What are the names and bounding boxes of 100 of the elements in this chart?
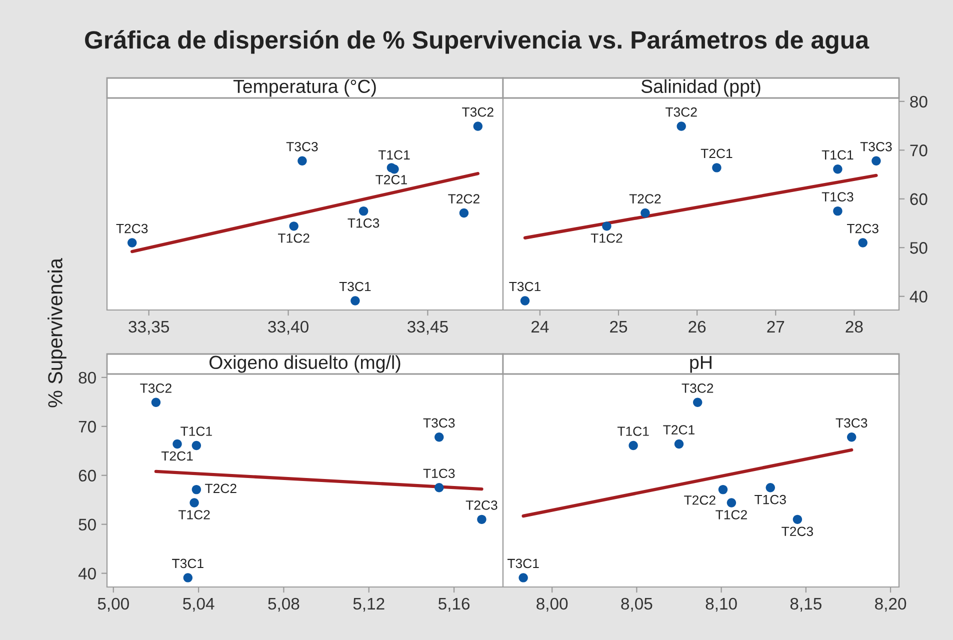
y-tick-label: 70 (910, 144, 928, 156)
x-tick-label: 33,40 (268, 320, 308, 335)
x-tick-label: 5,00 (98, 598, 129, 612)
annotation: T1C3 (423, 468, 455, 478)
annotation: T2C3 (782, 526, 814, 536)
x-tick-label: 28 (846, 320, 863, 333)
annotation: T3C1 (509, 282, 540, 292)
y-tick-label: 70 (78, 420, 96, 433)
annotation: T2C3 (116, 224, 148, 234)
annotation: T3C1 (172, 558, 204, 568)
point (298, 156, 307, 166)
point (766, 482, 775, 492)
y-tick-label: 60 (910, 193, 928, 206)
point (192, 484, 202, 494)
point (192, 440, 202, 450)
point (172, 439, 182, 449)
x-tick-label: 26 (688, 320, 706, 333)
point (289, 222, 298, 231)
x-tick-label: 33,35 (128, 320, 169, 335)
annotation: T1C2 (590, 233, 622, 243)
x-tick-label: 8,00 (536, 598, 568, 612)
chart-title: Gráfica de dispersión de % Supervivencia vs. Parámetros de agua (85, 30, 870, 54)
point (676, 122, 686, 131)
point (847, 432, 856, 442)
point (127, 238, 137, 248)
y-tick-label: 50 (78, 518, 96, 531)
y-tick-label: 80 (910, 96, 928, 108)
annotation: T2C3 (466, 500, 498, 510)
annotation: T3C3 (286, 142, 318, 152)
x-tick-label: 5,04 (183, 598, 214, 612)
annotation: T1C2 (716, 510, 747, 520)
annotation: T1C1 (617, 426, 649, 436)
x-tick-label: 33,45 (407, 320, 448, 335)
annotation: T2C1 (663, 425, 694, 434)
annotation: T2C3 (847, 224, 878, 234)
annotation: T3C1 (339, 282, 371, 292)
point (858, 238, 868, 248)
annotation: T1C1 (822, 150, 854, 160)
point (350, 296, 360, 306)
point (712, 163, 722, 172)
annotation: T3C2 (666, 107, 697, 117)
x-axis-title: Oxigeno disuelto (mg/l) (210, 355, 400, 373)
point (872, 156, 881, 166)
x-tick-label: 8,05 (621, 598, 652, 612)
annotation: T1C3 (754, 494, 786, 504)
annotation: T3C3 (860, 142, 892, 152)
y-tick-label: 40 (910, 290, 928, 303)
annotation: T2C2 (448, 194, 480, 204)
x-axis-title: Salinidad (ppt) (641, 79, 760, 97)
point (674, 439, 684, 449)
point (833, 164, 842, 174)
point (726, 498, 736, 508)
point (518, 573, 528, 582)
annotation: T2C1 (376, 174, 407, 184)
point (151, 398, 161, 408)
x-tick-label: 25 (610, 320, 628, 333)
point (628, 440, 638, 450)
point (602, 222, 612, 231)
y-tick-label: 40 (78, 568, 96, 580)
x-tick-label: 5,12 (353, 598, 384, 612)
annotation: T1C1 (180, 426, 212, 436)
annotation: T2C2 (684, 495, 716, 505)
annotation: T1C2 (178, 510, 210, 520)
y-tick-label: 80 (78, 372, 96, 384)
point (358, 206, 368, 216)
point (520, 296, 530, 306)
point (833, 206, 842, 216)
point (190, 498, 199, 508)
annotation: T1C3 (822, 192, 854, 202)
point (718, 484, 728, 494)
point (473, 122, 483, 131)
point (386, 163, 396, 172)
x-tick-label: 8,10 (706, 598, 737, 612)
point (477, 514, 486, 524)
point (459, 208, 469, 218)
annotation: T3C3 (423, 418, 455, 428)
annotation: T3C2 (462, 107, 494, 117)
point (792, 514, 802, 524)
annotation: T3C2 (140, 384, 172, 393)
x-tick-label: 27 (767, 320, 784, 332)
point (693, 398, 702, 408)
annotation: T2C1 (161, 451, 193, 461)
annotation: T1C3 (348, 218, 380, 228)
x-tick-label: 8,20 (875, 598, 906, 612)
x-axis-title: Temperatura (°C) (233, 79, 376, 97)
annotation: T3C3 (836, 418, 868, 428)
point (183, 573, 193, 582)
y-tick-label: 60 (78, 470, 96, 482)
annotation: T3C1 (507, 558, 539, 568)
x-tick-label: 5,08 (268, 598, 300, 612)
x-tick-label: 5,16 (438, 598, 470, 612)
point (434, 482, 444, 492)
point (434, 432, 444, 442)
y-tick-label: 50 (910, 242, 928, 254)
annotation: T2C1 (700, 148, 732, 158)
annotation: T3C2 (682, 384, 714, 393)
x-tick-label: 8,15 (790, 598, 822, 612)
y-axis-title: % Supervivencia (48, 258, 66, 408)
annotation: T2C2 (205, 484, 236, 494)
annotation: T1C2 (278, 233, 310, 243)
